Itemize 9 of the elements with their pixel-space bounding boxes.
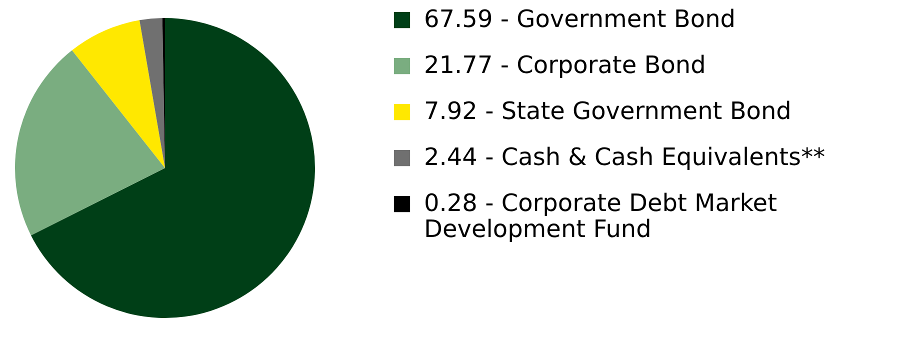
pie-slice (139, 18, 165, 168)
pie-slice (15, 50, 165, 236)
legend-label: 67.59 - Government Bond (424, 5, 736, 33)
legend-label: 2.44 - Cash & Cash Equivalents** (424, 143, 826, 171)
pie-slice (30, 18, 315, 318)
pie-slice (72, 20, 165, 168)
legend-label: 21.77 - Corporate Bond (424, 51, 706, 79)
legend-label: 0.28 - Corporate Debt Market Development Fund (424, 189, 777, 243)
legend-label: 7.92 - State Government Bond (424, 97, 792, 125)
